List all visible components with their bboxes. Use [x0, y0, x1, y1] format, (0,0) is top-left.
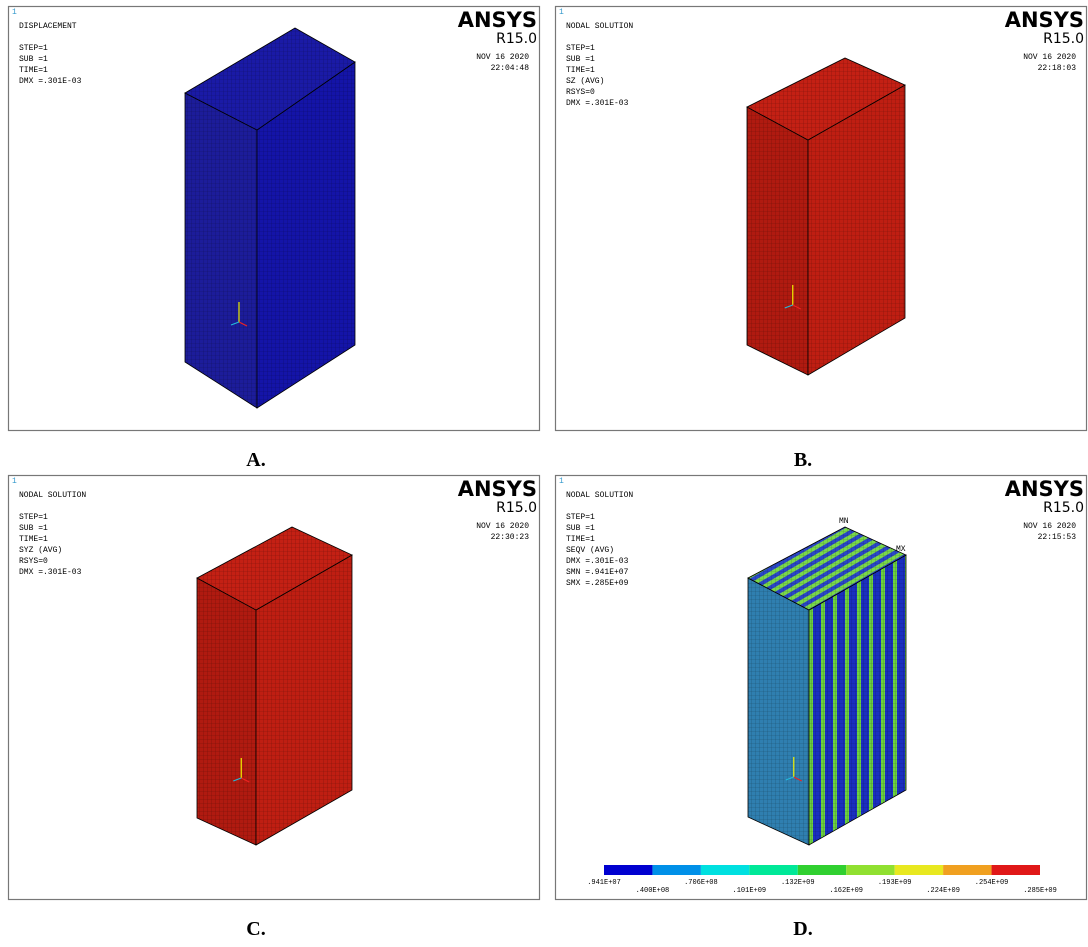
legend-label: .941E+07 [587, 879, 621, 887]
info-line: SZ (AVG) [566, 77, 604, 86]
panel-number: 1 [12, 8, 17, 17]
caption: A. [246, 449, 265, 471]
info-line: NODAL SOLUTION [19, 491, 86, 500]
legend-label: .132E+09 [781, 879, 815, 887]
version: R15.0 [496, 500, 537, 516]
time: 22:04:48 [491, 64, 530, 73]
legend-swatch [846, 865, 894, 875]
info-line: STEP=1 [19, 44, 48, 53]
time: 22:15:53 [1038, 533, 1077, 542]
min-marker: MN [839, 517, 849, 526]
panel-number: 1 [559, 477, 564, 486]
info-line: NODAL SOLUTION [566, 491, 633, 500]
info-line: DMX =.301E-03 [566, 557, 629, 566]
caption: D. [793, 918, 812, 940]
caption: B. [794, 449, 812, 471]
date: NOV 16 2020 [1023, 522, 1076, 531]
info-line: SUB =1 [566, 55, 595, 64]
info-line: NODAL SOLUTION [566, 22, 633, 31]
version: R15.0 [1043, 31, 1084, 47]
panel-number: 1 [12, 477, 17, 486]
info-line: SMX =.285E+09 [566, 579, 629, 588]
version: R15.0 [1043, 500, 1084, 516]
info-line: RSYS=0 [19, 557, 48, 566]
info-line: DMX =.301E-03 [19, 568, 82, 577]
legend-swatch [895, 865, 943, 875]
figure: 1DISPLACEMENTSTEP=1SUB =1TIME=1DMX =.301… [0, 0, 1088, 942]
legend-swatch [943, 865, 991, 875]
info-line: SMN =.941E+07 [566, 568, 629, 577]
time: 22:30:23 [491, 533, 530, 542]
ansys-logo: ANSYS [458, 477, 537, 501]
info-line: TIME=1 [19, 535, 48, 544]
version: R15.0 [496, 31, 537, 47]
info-line: DISPLACEMENT [19, 22, 77, 31]
legend-label: .193E+09 [878, 879, 912, 887]
info-line: DMX =.301E-03 [19, 77, 82, 86]
legend-label: .706E+08 [684, 879, 718, 887]
legend-label: .400E+08 [636, 887, 670, 895]
legend-swatch [652, 865, 700, 875]
ansys-logo: ANSYS [1005, 8, 1084, 32]
legend-label: .254E+09 [975, 879, 1009, 887]
info-line: STEP=1 [566, 44, 595, 53]
ansys-logo: ANSYS [1005, 477, 1084, 501]
legend-swatch [992, 865, 1040, 875]
mesh [197, 578, 256, 845]
info-line: STEP=1 [566, 513, 595, 522]
date: NOV 16 2020 [476, 53, 529, 62]
info-line: TIME=1 [19, 66, 48, 75]
legend-label: .285E+09 [1023, 887, 1057, 895]
legend-label: .101E+09 [733, 887, 767, 895]
legend-swatch [701, 865, 749, 875]
info-line: DMX =.301E-03 [566, 99, 629, 108]
mesh [747, 107, 808, 375]
info-line: SYZ (AVG) [19, 546, 62, 555]
info-line: TIME=1 [566, 535, 595, 544]
legend-label: .224E+09 [926, 887, 960, 895]
info-line: SUB =1 [19, 524, 48, 533]
legend-swatch [749, 865, 797, 875]
panel-number: 1 [559, 8, 564, 17]
legend-label: .162E+09 [829, 887, 863, 895]
time: 22:18:03 [1038, 64, 1077, 73]
date: NOV 16 2020 [476, 522, 529, 531]
info-line: RSYS=0 [566, 88, 595, 97]
ansys-logo: ANSYS [458, 8, 537, 32]
info-line: SEQV (AVG) [566, 546, 614, 555]
mesh [748, 578, 809, 845]
date: NOV 16 2020 [1023, 53, 1076, 62]
info-line: TIME=1 [566, 66, 595, 75]
info-line: SUB =1 [19, 55, 48, 64]
caption: C. [246, 918, 265, 940]
info-line: SUB =1 [566, 524, 595, 533]
legend-swatch [798, 865, 846, 875]
mesh [185, 93, 257, 408]
legend-swatch [604, 865, 652, 875]
max-marker: MX [896, 545, 906, 554]
info-line: STEP=1 [19, 513, 48, 522]
